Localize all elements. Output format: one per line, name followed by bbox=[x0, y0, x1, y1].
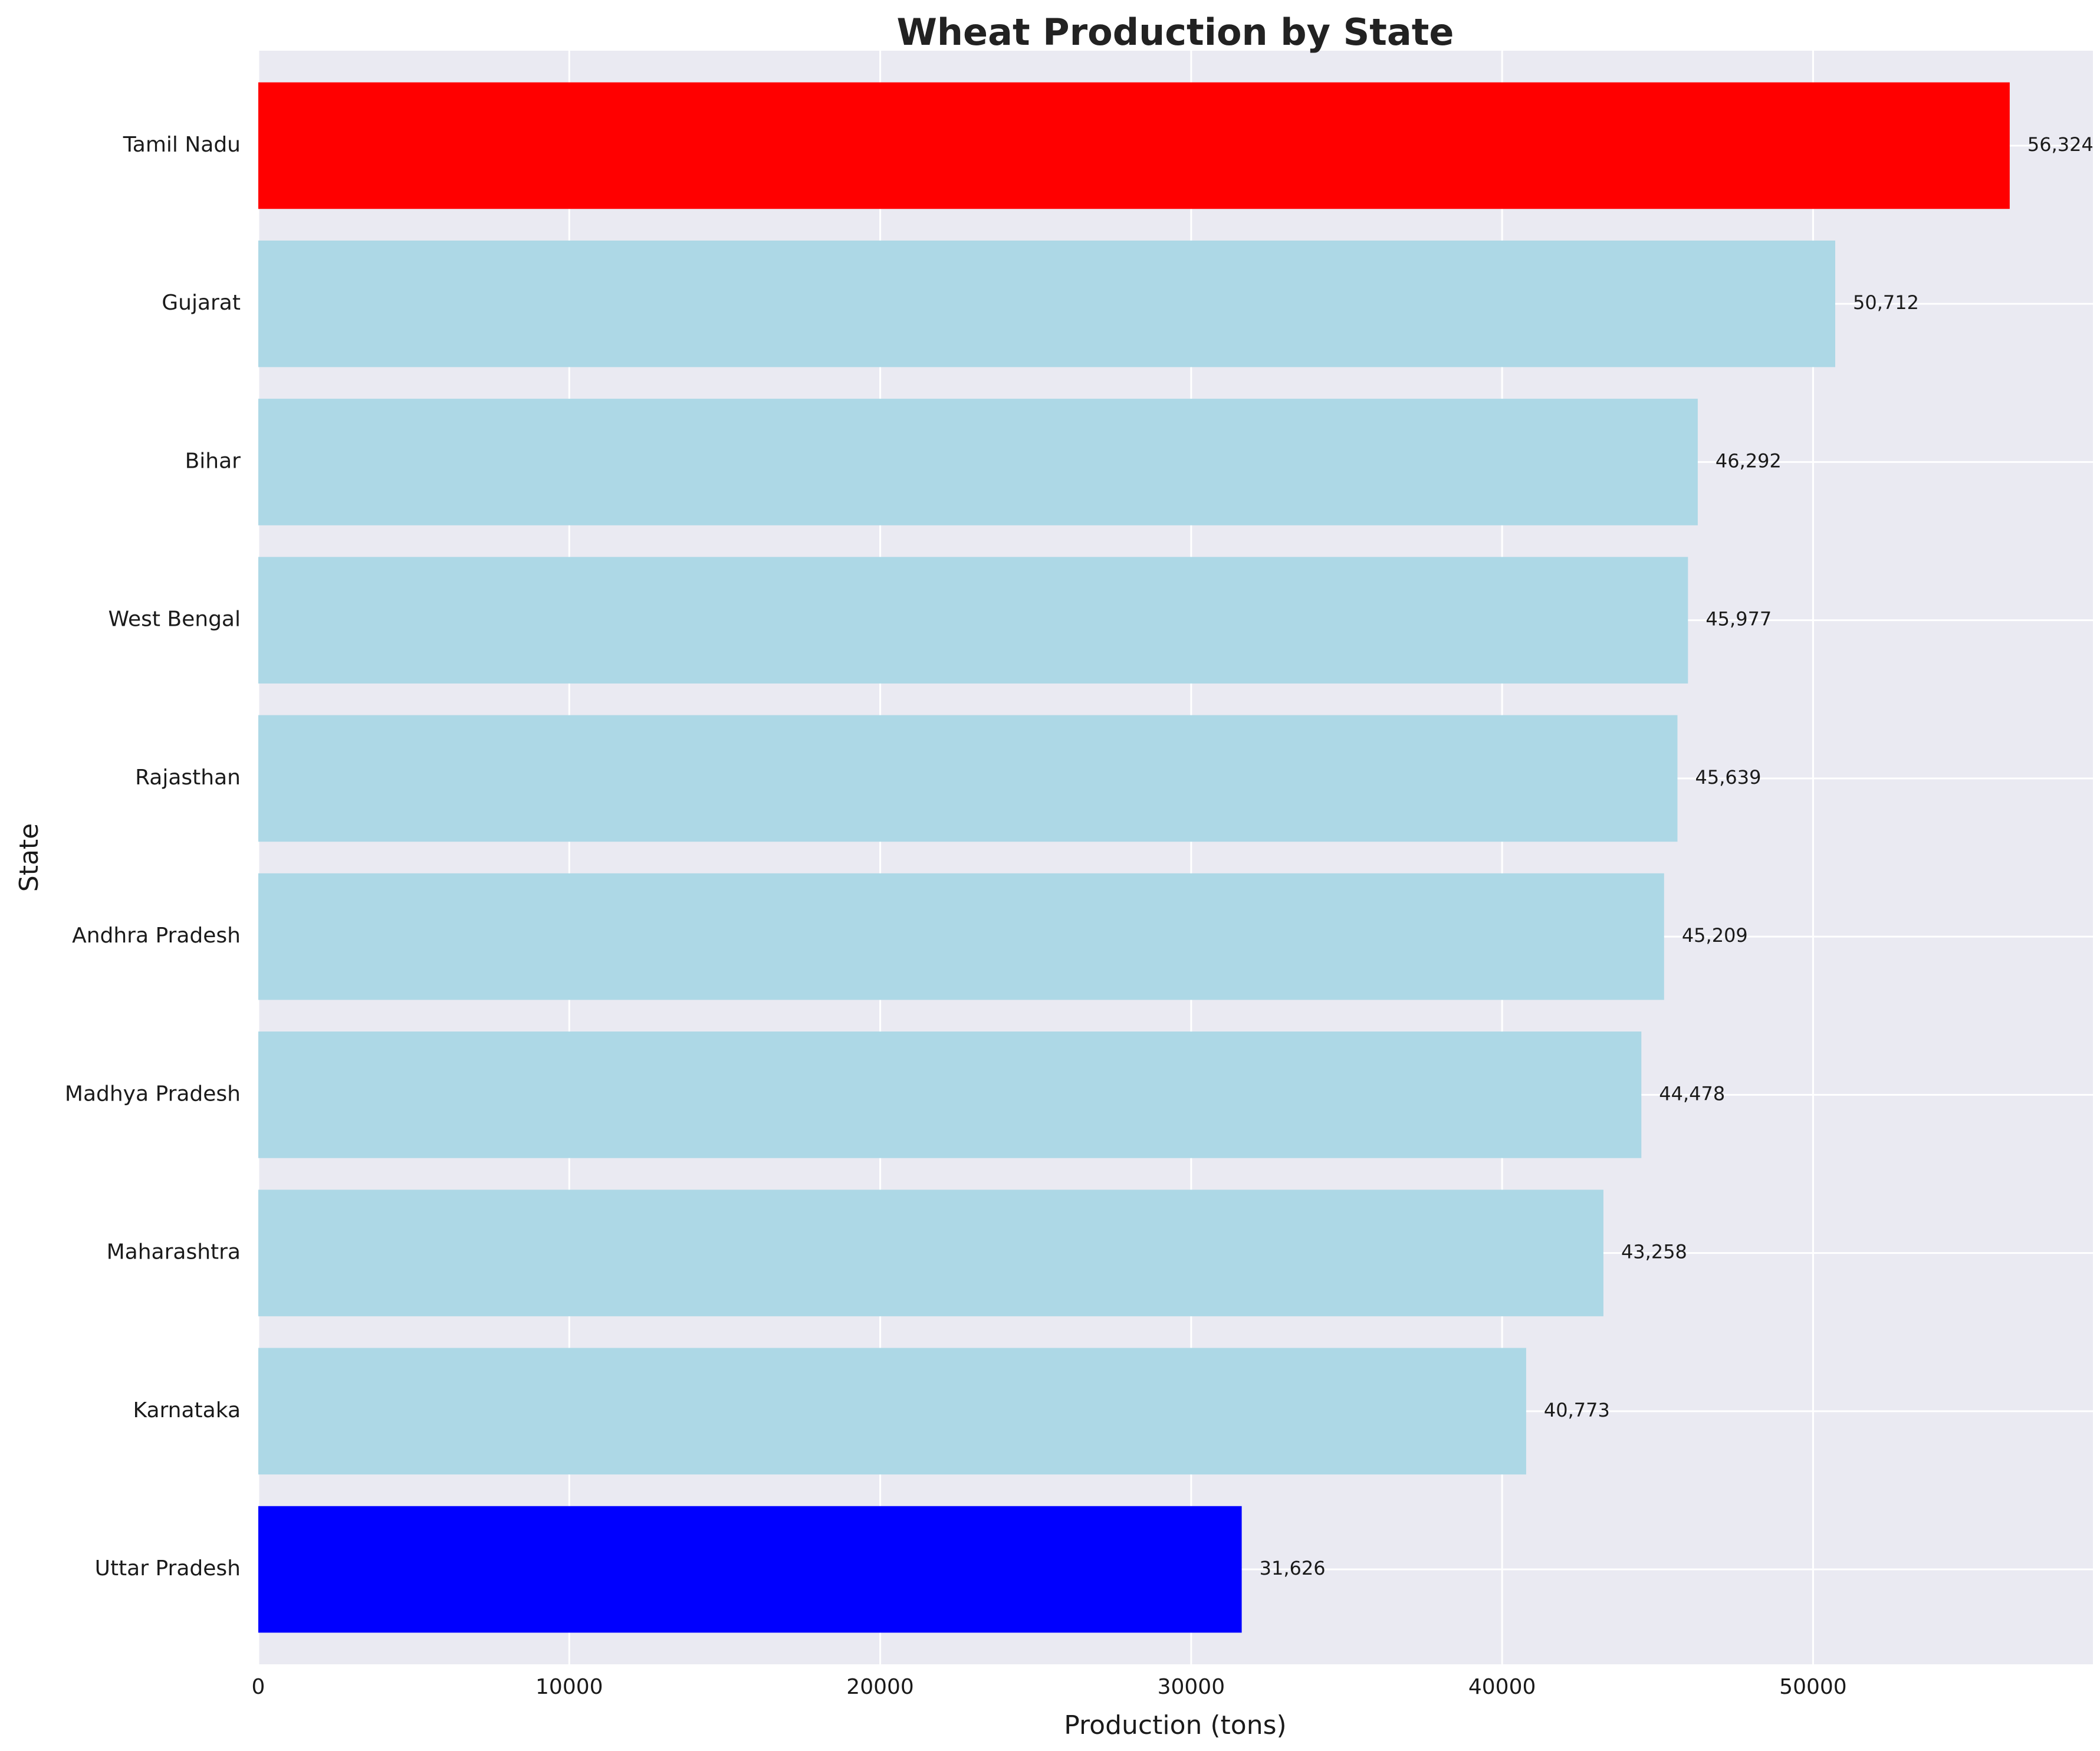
bar-value-label: 45,639 bbox=[1695, 766, 1761, 789]
y-tick-label: Karnataka bbox=[133, 1398, 241, 1423]
x-tick-label: 50000 bbox=[1779, 1675, 1847, 1699]
x-tick-label: 20000 bbox=[846, 1675, 914, 1699]
bar-value-label: 56,324 bbox=[2027, 133, 2094, 156]
x-tick-label: 30000 bbox=[1158, 1675, 1225, 1699]
bar bbox=[258, 715, 1678, 842]
chart-title: Wheat Production by State bbox=[897, 11, 1454, 54]
bar bbox=[258, 1190, 1603, 1316]
x-axis-title: Production (tons) bbox=[1064, 1710, 1286, 1740]
y-tick-label: Madhya Pradesh bbox=[65, 1082, 241, 1106]
bar bbox=[258, 240, 1835, 367]
bar bbox=[258, 82, 2010, 209]
y-tick-label: West Bengal bbox=[108, 607, 241, 632]
bar bbox=[258, 1031, 1642, 1158]
y-tick-label: Uttar Pradesh bbox=[95, 1556, 241, 1581]
x-tick-label: 0 bbox=[252, 1675, 265, 1699]
bar-value-label: 43,258 bbox=[1621, 1241, 1687, 1263]
bar bbox=[258, 873, 1664, 1000]
bar bbox=[258, 399, 1698, 525]
bar-value-label: 31,626 bbox=[1260, 1557, 1326, 1579]
y-tick-label: Bihar bbox=[185, 449, 241, 473]
bar bbox=[258, 1348, 1526, 1475]
bars bbox=[258, 82, 2010, 1633]
bar-value-label: 45,977 bbox=[1705, 608, 1772, 630]
bar-value-label: 46,292 bbox=[1716, 449, 1782, 472]
bar bbox=[258, 557, 1688, 684]
y-tick-label: Tamil Nadu bbox=[123, 133, 241, 157]
x-tick-label: 10000 bbox=[535, 1675, 603, 1699]
y-tick-labels: Tamil Nadu Gujarat Bihar West Bengal Rajasth… bbox=[65, 133, 241, 1581]
bar-value-label: 45,209 bbox=[1682, 924, 1748, 947]
y-tick-label: Gujarat bbox=[162, 291, 241, 315]
x-tick-label: 40000 bbox=[1468, 1675, 1536, 1699]
bar-value-labels: 56,324 50,712 46,292 45,977 45,639 45,209 44,4… bbox=[1260, 133, 2094, 1579]
y-tick-label: Maharashtra bbox=[107, 1240, 241, 1264]
bar bbox=[258, 1506, 1242, 1633]
y-tick-label: Andhra Pradesh bbox=[72, 924, 241, 948]
y-tick-label: Rajasthan bbox=[135, 766, 241, 790]
x-tick-labels: 0 10000 20000 30000 40000 50000 bbox=[252, 1675, 1847, 1699]
bar-value-label: 40,773 bbox=[1544, 1399, 1610, 1421]
bar-value-label: 50,712 bbox=[1853, 291, 1919, 314]
bar-value-label: 44,478 bbox=[1659, 1082, 1725, 1105]
y-axis-title: State bbox=[14, 823, 44, 892]
